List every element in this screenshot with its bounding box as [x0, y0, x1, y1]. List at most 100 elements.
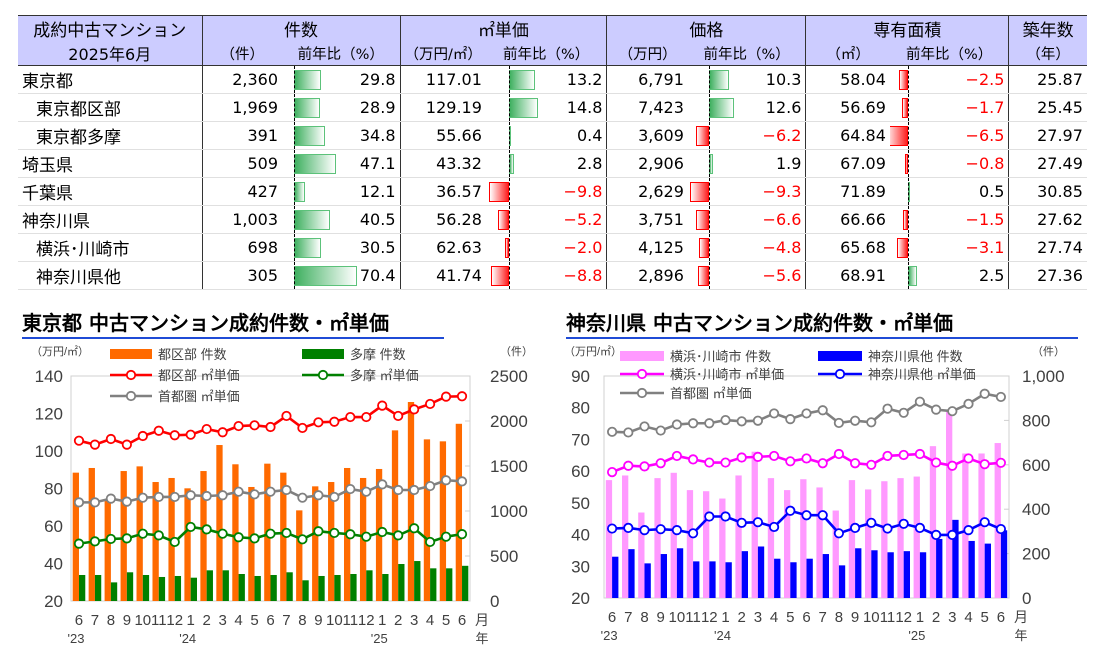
line-point: [249, 533, 260, 544]
bar-secondary: [871, 550, 878, 598]
area-cell: 58.04: [805, 65, 890, 94]
bar-axis: [708, 150, 710, 177]
table-row: 横浜･川崎市 698 30.5 62.63 −2.0 4,125 −4.8 65.68 −3.1…: [18, 233, 1087, 262]
bar-secondary: [142, 574, 150, 601]
bar-secondary: [612, 556, 619, 598]
yoy-value: −0.8: [965, 154, 1005, 173]
price-yoy-cell: 1.9: [687, 149, 806, 178]
line-point: [704, 418, 715, 429]
line-point: [606, 523, 618, 534]
age-cell: 27.36: [1008, 261, 1087, 290]
bar-secondary: [462, 565, 469, 601]
bar-secondary: [693, 561, 700, 598]
line-point: [623, 522, 634, 534]
data-bar: [690, 182, 709, 202]
count-yoy-cell: 70.4: [282, 261, 400, 290]
line-point: [456, 476, 468, 487]
bar-axis: [294, 206, 295, 233]
line-point: [329, 416, 340, 427]
bar-secondary: [398, 564, 405, 601]
x-tick-label: 8: [640, 609, 648, 626]
bar-axis: [907, 122, 909, 149]
table-title: 成約中古マンション: [18, 15, 202, 41]
bar-primary: [767, 478, 775, 598]
x-tick-label: 9: [657, 609, 665, 626]
x-tick-label: 2: [202, 612, 210, 629]
data-bar: [699, 238, 709, 258]
line-point: [704, 511, 715, 522]
x-tick-label: 7: [282, 612, 290, 629]
line-point: [377, 400, 388, 411]
line-point: [281, 484, 292, 496]
x-tick-label: 2: [932, 609, 940, 626]
line-point: [153, 530, 164, 541]
line-point: [639, 525, 650, 536]
line-point: [393, 530, 404, 541]
bar-secondary: [334, 574, 341, 601]
price-cell: 7,423: [606, 93, 688, 122]
line-point: [201, 524, 212, 535]
line-point: [785, 414, 796, 425]
yoy-value: −3.1: [965, 238, 1005, 257]
legend-label: 都区部 件数: [158, 347, 227, 362]
yoy-value: −5.2: [563, 210, 603, 229]
table-row: 神奈川県 1,003 40.5 56.28 −5.2 3,751 −6.6 66.66 −1.5…: [18, 205, 1087, 234]
left-tick-label: 90: [571, 367, 590, 386]
age-cell: 25.87: [1008, 65, 1087, 94]
line-point: [914, 448, 925, 460]
legend-label: 神奈川県他 件数: [868, 349, 963, 364]
line-point: [995, 391, 1006, 403]
line-point: [440, 475, 452, 486]
month-suffix: 月: [475, 612, 489, 628]
right-tick-label: 500: [490, 547, 518, 566]
count-yoy-cell: 34.8: [282, 121, 400, 150]
row-label: 千葉県: [18, 177, 202, 206]
year-label: '23: [68, 631, 85, 646]
x-tick-label: 12: [358, 612, 375, 629]
line-point: [720, 511, 731, 522]
area-cell: 71.89: [805, 177, 890, 206]
line-point: [345, 529, 356, 540]
bar-secondary: [206, 570, 213, 601]
data-bar: [697, 266, 709, 286]
bar-secondary: [286, 572, 293, 601]
line-point: [736, 517, 747, 528]
unit-price-yoy-cell: 0.4: [485, 121, 607, 150]
line-point: [849, 458, 861, 469]
price-yoy-cell: −6.2: [687, 121, 806, 150]
line-point: [456, 391, 468, 402]
x-tick-label: 9: [851, 609, 859, 626]
line-point: [89, 439, 101, 450]
right-tick-label: 1500: [490, 457, 528, 476]
yoy-value: 1.9: [775, 154, 802, 173]
bar-secondary: [254, 575, 261, 601]
line-point: [833, 417, 844, 429]
header-count: 件数: [201, 15, 400, 41]
right-tick-label: 600: [1022, 456, 1050, 475]
line-point: [409, 484, 420, 496]
bar-secondary: [366, 570, 373, 601]
line-point: [313, 526, 324, 537]
right-tick-label: 2500: [490, 367, 528, 386]
line-point: [720, 414, 731, 426]
right-axis-label: （件）: [1032, 345, 1065, 358]
yoy-value: 47.1: [359, 154, 396, 173]
bar-axis: [708, 66, 710, 93]
left-tick-label: 20: [571, 589, 590, 608]
line-point: [73, 538, 85, 549]
count-yoy-cell: 28.9: [282, 93, 400, 122]
bar-axis: [907, 234, 909, 261]
x-tick-label: 3: [410, 612, 418, 629]
area-yoy-cell: −3.1: [889, 233, 1009, 262]
line-point: [898, 518, 909, 529]
line-series: [78, 394, 463, 447]
x-tick-label: 6: [458, 612, 466, 629]
line-point: [201, 423, 212, 435]
bar-axis: [907, 94, 909, 121]
line-point: [688, 454, 699, 465]
line-point: [73, 435, 85, 446]
line-point: [217, 528, 228, 539]
unit-price-yoy-cell: 14.8: [485, 93, 607, 122]
line-point: [105, 433, 117, 445]
legend-marker: [125, 390, 137, 402]
